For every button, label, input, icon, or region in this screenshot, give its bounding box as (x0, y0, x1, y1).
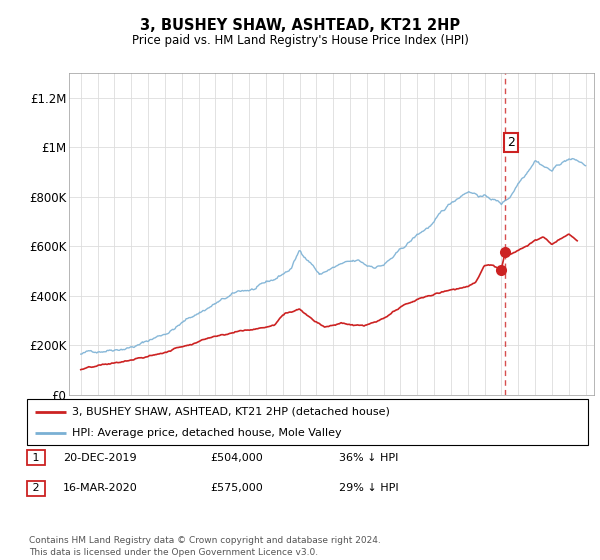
Text: £504,000: £504,000 (210, 452, 263, 463)
Text: Price paid vs. HM Land Registry's House Price Index (HPI): Price paid vs. HM Land Registry's House … (131, 34, 469, 47)
Text: Contains HM Land Registry data © Crown copyright and database right 2024.
This d: Contains HM Land Registry data © Crown c… (29, 536, 380, 557)
Text: 3, BUSHEY SHAW, ASHTEAD, KT21 2HP (detached house): 3, BUSHEY SHAW, ASHTEAD, KT21 2HP (detac… (72, 407, 390, 417)
Text: 16-MAR-2020: 16-MAR-2020 (63, 483, 138, 493)
FancyBboxPatch shape (27, 399, 588, 445)
Text: 2: 2 (29, 483, 43, 493)
Text: 36% ↓ HPI: 36% ↓ HPI (339, 452, 398, 463)
Text: 3, BUSHEY SHAW, ASHTEAD, KT21 2HP: 3, BUSHEY SHAW, ASHTEAD, KT21 2HP (140, 18, 460, 32)
Text: 20-DEC-2019: 20-DEC-2019 (63, 452, 137, 463)
Text: 29% ↓ HPI: 29% ↓ HPI (339, 483, 398, 493)
Text: 2: 2 (507, 136, 515, 148)
Text: £575,000: £575,000 (210, 483, 263, 493)
Text: 1: 1 (29, 452, 43, 463)
Text: HPI: Average price, detached house, Mole Valley: HPI: Average price, detached house, Mole… (72, 428, 341, 438)
